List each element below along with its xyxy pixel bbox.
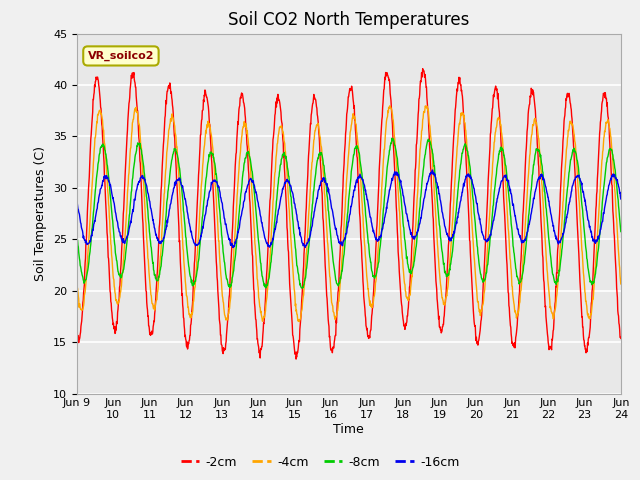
-16cm (230, 245, 237, 251)
Line: -4cm: -4cm (77, 106, 621, 322)
-4cm (73, 278, 81, 284)
-2cm (180, 326, 188, 332)
-2cm (194, 191, 202, 196)
-4cm (434, 246, 442, 252)
-2cm (434, 305, 442, 311)
-16cm (255, 204, 263, 210)
-8cm (617, 228, 625, 234)
-16cm (180, 195, 188, 201)
-4cm (255, 295, 262, 300)
-4cm (296, 319, 303, 324)
-16cm (194, 242, 202, 248)
-4cm (194, 243, 202, 249)
Legend: -2cm, -4cm, -8cm, -16cm: -2cm, -4cm, -8cm, -16cm (175, 451, 465, 474)
-8cm (180, 219, 188, 225)
Line: -2cm: -2cm (77, 69, 621, 359)
Y-axis label: Soil Temperatures (C): Soil Temperatures (C) (35, 146, 47, 281)
-16cm (553, 237, 561, 242)
-8cm (194, 264, 202, 270)
-2cm (255, 344, 262, 350)
-8cm (255, 240, 262, 245)
-4cm (553, 292, 561, 298)
-4cm (180, 267, 188, 273)
-2cm (419, 66, 426, 72)
-2cm (73, 329, 81, 335)
Title: Soil CO2 North Temperatures: Soil CO2 North Temperatures (228, 11, 470, 29)
-16cm (429, 167, 436, 173)
Text: VR_soilco2: VR_soilco2 (88, 51, 154, 61)
-2cm (617, 336, 625, 341)
-4cm (505, 234, 513, 240)
-8cm (434, 202, 442, 208)
-4cm (617, 281, 625, 287)
Line: -8cm: -8cm (77, 138, 621, 288)
-16cm (434, 185, 442, 191)
Line: -16cm: -16cm (77, 170, 621, 248)
-4cm (386, 103, 394, 108)
-8cm (73, 230, 81, 236)
X-axis label: Time: Time (333, 423, 364, 436)
-2cm (505, 302, 513, 308)
-16cm (505, 182, 513, 188)
-16cm (73, 198, 81, 204)
-8cm (298, 285, 306, 291)
-2cm (292, 356, 300, 362)
-8cm (553, 279, 561, 285)
-16cm (617, 196, 625, 202)
-8cm (505, 193, 513, 199)
-8cm (388, 135, 396, 141)
-2cm (553, 270, 561, 276)
